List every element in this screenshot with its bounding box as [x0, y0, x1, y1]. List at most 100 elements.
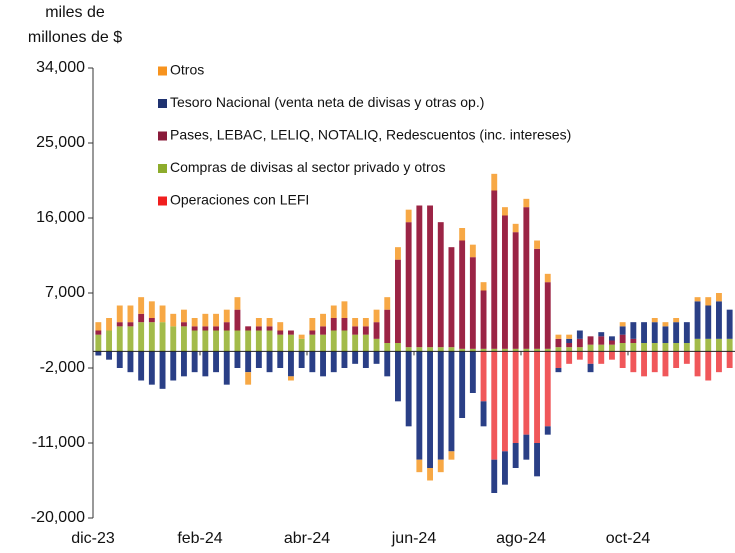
bar-segment [384, 351, 391, 377]
bar-segment [576, 338, 583, 348]
bar-segment [266, 318, 273, 327]
bar-segment [181, 351, 187, 377]
bar-segment [95, 330, 102, 335]
bar-segment [641, 343, 647, 352]
bar-segment [277, 330, 284, 335]
bar-segment [255, 330, 262, 352]
bar-segment [138, 351, 145, 381]
bar-segment [191, 330, 198, 352]
bar-segment [213, 326, 219, 331]
bar-segment [255, 351, 262, 368]
bar-segment [309, 318, 316, 331]
bar-segment [427, 351, 433, 468]
bar-segment [191, 351, 198, 373]
bar-segment [116, 351, 123, 368]
bar-segment [683, 322, 690, 343]
bar-segment [512, 443, 519, 468]
bar-segment [352, 318, 359, 327]
bar-segment [705, 297, 712, 306]
bar-segment [341, 301, 348, 318]
bar-segment [705, 338, 712, 352]
bar-segment [673, 322, 680, 343]
bar-segment [566, 347, 573, 352]
bar-segment [544, 348, 551, 352]
bar-segment [277, 351, 284, 368]
bar-segment [416, 351, 423, 460]
bar-segment [598, 336, 605, 345]
bar-segment [598, 344, 605, 352]
bar-segment [523, 198, 530, 208]
bar-segment [106, 351, 112, 360]
bar-segment [148, 322, 155, 352]
bar-segment [534, 248, 540, 349]
bar-segment [534, 351, 540, 443]
bar-segment [234, 351, 241, 368]
bar-segment [159, 351, 166, 389]
bar-segment [148, 301, 155, 318]
bar-segment [502, 348, 508, 352]
y-tick-label: -11,000 [32, 434, 85, 451]
bar-segment [191, 318, 198, 327]
bar-segment [459, 351, 466, 418]
legend-swatch [158, 131, 167, 141]
bar-segment [544, 273, 551, 283]
bar-segment [448, 351, 455, 452]
bar-segment [298, 338, 305, 352]
bar-segment [106, 330, 112, 352]
bar-segment [491, 459, 498, 493]
bar-segment [555, 347, 562, 352]
bar-segment [587, 344, 594, 352]
bar-segment [106, 318, 112, 331]
bar-segment [95, 334, 102, 352]
bar-segment [245, 351, 252, 373]
bar-segment [555, 334, 562, 339]
bar-segment [330, 351, 337, 373]
bar-segment [341, 351, 348, 368]
bar-segment [576, 347, 583, 352]
bar-segment [405, 222, 412, 348]
bar-segment [544, 426, 551, 435]
bar-segment [288, 330, 294, 335]
bar-segment [127, 305, 134, 323]
bar-segment [609, 336, 615, 341]
bar-segment [405, 351, 412, 427]
bar-segment [395, 343, 401, 352]
bar-segment [95, 351, 102, 356]
bar-segment [437, 222, 444, 348]
bar-segment [651, 343, 658, 352]
bar-segment [373, 338, 380, 352]
bar-segment [694, 338, 701, 352]
bar-segment [566, 351, 573, 364]
bar-segment [662, 343, 669, 352]
bar-segment [716, 338, 722, 352]
bar-segment [544, 351, 551, 427]
bar-segment [405, 347, 412, 352]
bar-segment [330, 318, 337, 331]
bar-segment [651, 318, 658, 323]
bar-segment [587, 363, 594, 373]
bar-segment [534, 240, 540, 249]
bar-segment [288, 334, 294, 352]
bar-segment [555, 338, 562, 348]
bar-segment [223, 330, 230, 352]
bar-segment [459, 240, 466, 349]
bar-segment [277, 322, 284, 331]
bar-segment [534, 443, 540, 477]
bar-segment [266, 326, 273, 331]
bar-segment [352, 334, 359, 352]
bar-segment [288, 376, 294, 381]
bar-segment [555, 351, 562, 368]
legend-swatch [158, 164, 167, 173]
bar-segment [480, 401, 487, 427]
bar-segment [641, 351, 647, 377]
bar-segment [202, 313, 209, 327]
bar-segment [384, 297, 391, 310]
bar-segment [566, 343, 573, 348]
bar-segment [609, 351, 615, 360]
bar-segment [630, 351, 637, 373]
bar-segment [491, 173, 498, 191]
bar-segment [630, 322, 637, 339]
bar-segment [427, 468, 433, 481]
bar-segment [330, 330, 337, 352]
bar-segment [373, 309, 380, 323]
